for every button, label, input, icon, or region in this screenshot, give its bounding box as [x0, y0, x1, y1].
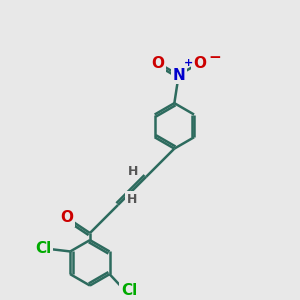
Text: Cl: Cl: [121, 283, 137, 298]
Text: H: H: [128, 165, 138, 178]
Text: O: O: [152, 56, 165, 70]
Text: −: −: [208, 50, 221, 65]
Text: O: O: [61, 210, 74, 225]
Text: N: N: [172, 68, 185, 82]
Text: +: +: [184, 58, 193, 68]
Text: H: H: [126, 193, 137, 206]
Text: O: O: [193, 56, 206, 70]
Text: Cl: Cl: [35, 241, 51, 256]
